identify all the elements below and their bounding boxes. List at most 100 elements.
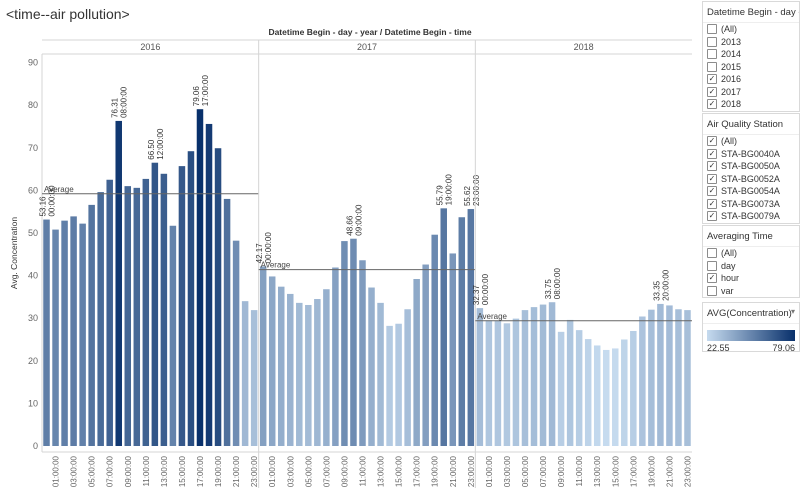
filter-option[interactable]: ✓ STA-BG0073A: [703, 198, 799, 211]
filter-option[interactable]: var: [703, 285, 799, 298]
checkbox-icon[interactable]: [707, 36, 717, 47]
year-filter-title: Datetime Begin - day - y...: [703, 2, 799, 23]
bar: [332, 267, 339, 446]
filter-option-label: STA-BG0050A: [721, 161, 780, 172]
bar: [287, 293, 294, 446]
bar: [539, 304, 547, 446]
bar: [223, 198, 231, 446]
x-tick-label: 01:00:00: [485, 455, 494, 487]
checkbox-icon[interactable]: [707, 49, 717, 60]
x-tick-label: 23:00:00: [250, 455, 259, 487]
color-legend-panel: AVG(Concentration) ▾ 22.55 79.06: [702, 302, 800, 353]
chart-title: Datetime Begin - day - year / Datetime B…: [268, 27, 471, 37]
y-tick-label: 40: [28, 271, 38, 281]
filter-option-label: STA-BG0079A: [721, 211, 780, 222]
checkbox-icon[interactable]: [707, 285, 717, 296]
filter-option[interactable]: ✓ 2018: [703, 98, 799, 111]
checkbox-checked-icon[interactable]: ✓: [707, 273, 717, 284]
x-tick-label: 09:00:00: [340, 455, 349, 487]
filter-option[interactable]: day: [703, 260, 799, 273]
bar: [178, 166, 186, 447]
data-time-label: 08:00:00: [120, 86, 129, 118]
checkbox-checked-icon[interactable]: ✓: [707, 173, 717, 184]
filter-option[interactable]: ✓ hour: [703, 272, 799, 285]
filter-option[interactable]: ✓ STA-BG0054A: [703, 185, 799, 198]
checkbox-checked-icon[interactable]: ✓: [707, 86, 717, 97]
y-tick-label: 70: [28, 143, 38, 153]
filter-option[interactable]: 2015: [703, 61, 799, 74]
bar: [88, 204, 95, 446]
bar: [639, 316, 646, 446]
checkbox-icon[interactable]: [707, 24, 717, 35]
checkbox-icon[interactable]: [707, 61, 717, 72]
data-time-label: 19:00:00: [445, 174, 454, 206]
legend-max-label: 79.06: [772, 343, 795, 353]
checkbox-icon[interactable]: [707, 260, 717, 271]
checkbox-checked-icon[interactable]: ✓: [707, 148, 717, 159]
bar: [232, 240, 240, 446]
bar: [142, 178, 150, 446]
bar: [386, 325, 393, 446]
checkbox-icon[interactable]: [707, 248, 717, 259]
checkbox-checked-icon[interactable]: ✓: [707, 136, 717, 147]
y-tick-label: 60: [28, 185, 38, 195]
bar: [205, 123, 213, 446]
y-tick-label: 80: [28, 100, 38, 110]
year-header: 2017: [357, 42, 377, 52]
filter-option[interactable]: ✓ STA-BG0079A: [703, 210, 799, 223]
filter-option[interactable]: ✓ 2016: [703, 73, 799, 86]
bar: [648, 309, 655, 446]
filter-option-label: STA-BG0054A: [721, 186, 780, 197]
averaging-filter-options: (All) day ✓ hour var: [703, 247, 799, 297]
filter-option-label: (All): [721, 136, 737, 147]
bar: [467, 209, 475, 446]
filter-option[interactable]: 2014: [703, 48, 799, 61]
filter-option-label: var: [721, 285, 734, 296]
x-tick-label: 21:00:00: [449, 455, 458, 487]
station-filter-options: ✓ (All) ✓ STA-BG0040A ✓ STA-BG0050A ✓ STA-BG005…: [703, 135, 799, 223]
checkbox-checked-icon[interactable]: ✓: [707, 198, 717, 209]
average-label: Average: [44, 185, 74, 194]
data-time-label: 17:00:00: [201, 75, 210, 107]
filter-option[interactable]: ✓ (All): [703, 135, 799, 148]
bar: [521, 310, 529, 446]
filter-option[interactable]: ✓ STA-BG0040A: [703, 148, 799, 161]
bar: [485, 320, 493, 446]
checkbox-checked-icon[interactable]: ✓: [707, 99, 717, 110]
bar: [106, 179, 113, 446]
bar: [305, 304, 312, 446]
checkbox-checked-icon[interactable]: ✓: [707, 74, 717, 85]
checkbox-checked-icon[interactable]: ✓: [707, 161, 717, 172]
filter-option[interactable]: ✓ STA-BG0050A: [703, 160, 799, 173]
filter-option[interactable]: (All): [703, 247, 799, 260]
bar: [584, 339, 592, 446]
filter-option[interactable]: (All): [703, 23, 799, 36]
x-tick-label: 11:00:00: [575, 455, 584, 486]
filter-option-label: (All): [721, 248, 737, 259]
x-tick-label: 13:00:00: [160, 455, 169, 487]
bar: [602, 349, 610, 446]
filter-option[interactable]: ✓ 2017: [703, 86, 799, 99]
bar: [621, 339, 628, 446]
bar: [449, 253, 457, 446]
checkbox-checked-icon[interactable]: ✓: [707, 186, 717, 197]
dropdown-arrow-icon[interactable]: ▾: [790, 307, 795, 316]
data-value-label: 33.35: [652, 280, 661, 301]
filter-option[interactable]: ✓ STA-BG0052A: [703, 173, 799, 186]
legend-title: AVG(Concentration): [703, 303, 799, 324]
averaging-filter-panel: Averaging Time (All) day ✓ hour var: [702, 225, 800, 298]
x-tick-label: 03:00:00: [70, 455, 79, 487]
x-tick-label: 19:00:00: [647, 455, 656, 487]
bar: [368, 287, 375, 446]
bar: [250, 310, 258, 446]
x-tick-label: 05:00:00: [88, 455, 97, 487]
bar-chart: Datetime Begin - day - year / Datetime B…: [9, 27, 692, 488]
bar: [43, 219, 50, 446]
filter-option[interactable]: 2013: [703, 36, 799, 49]
bar: [494, 320, 502, 446]
color-gradient-bar: [707, 330, 795, 341]
y-tick-label: 10: [28, 398, 38, 408]
checkbox-checked-icon[interactable]: ✓: [707, 211, 717, 222]
x-tick-label: 13:00:00: [377, 455, 386, 487]
filter-option-label: 2016: [721, 74, 742, 85]
